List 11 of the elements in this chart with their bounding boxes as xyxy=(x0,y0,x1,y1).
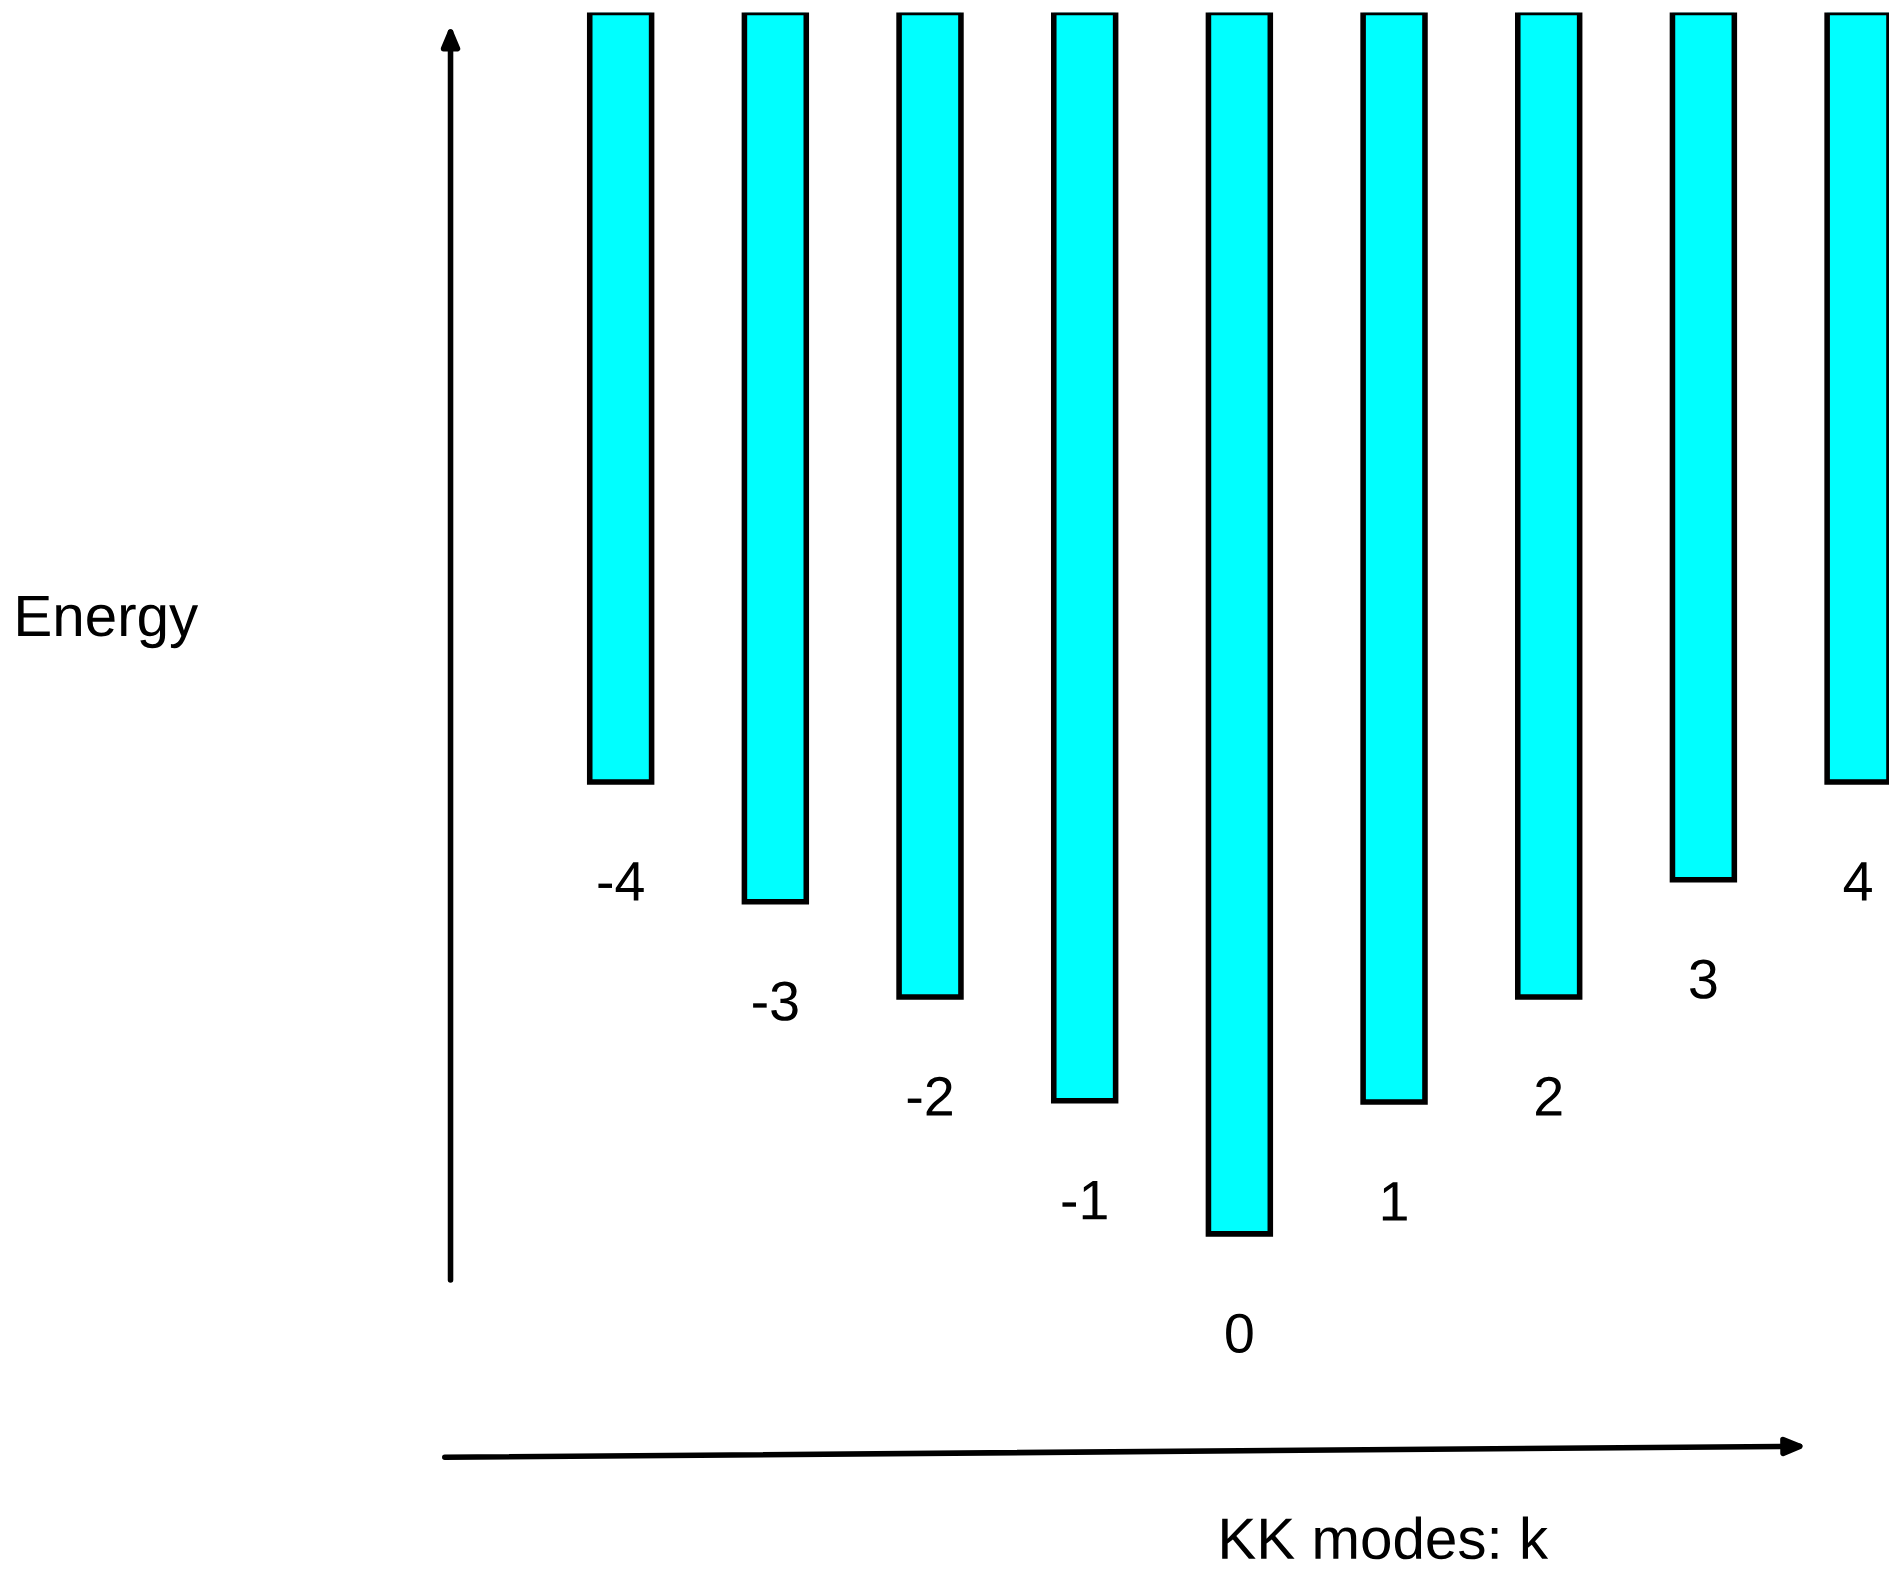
text: Energy xyxy=(18,595,199,649)
x-tick-label: 2 xyxy=(1536,1076,1562,1116)
x-tick-label: -2 xyxy=(907,1076,952,1116)
x-tick-label: -1 xyxy=(1062,1181,1107,1220)
x-tick-label: -4 xyxy=(598,862,644,901)
x-tick-label: 0 xyxy=(1226,1313,1253,1353)
x-tick-label: -3 xyxy=(753,981,798,1021)
x-tick-label: 3 xyxy=(1690,959,1717,999)
x-tick-label: 4 xyxy=(1843,862,1872,901)
x-tick-label: 1 xyxy=(1382,1182,1407,1221)
text: KK modes: k xyxy=(1222,1516,1549,1560)
